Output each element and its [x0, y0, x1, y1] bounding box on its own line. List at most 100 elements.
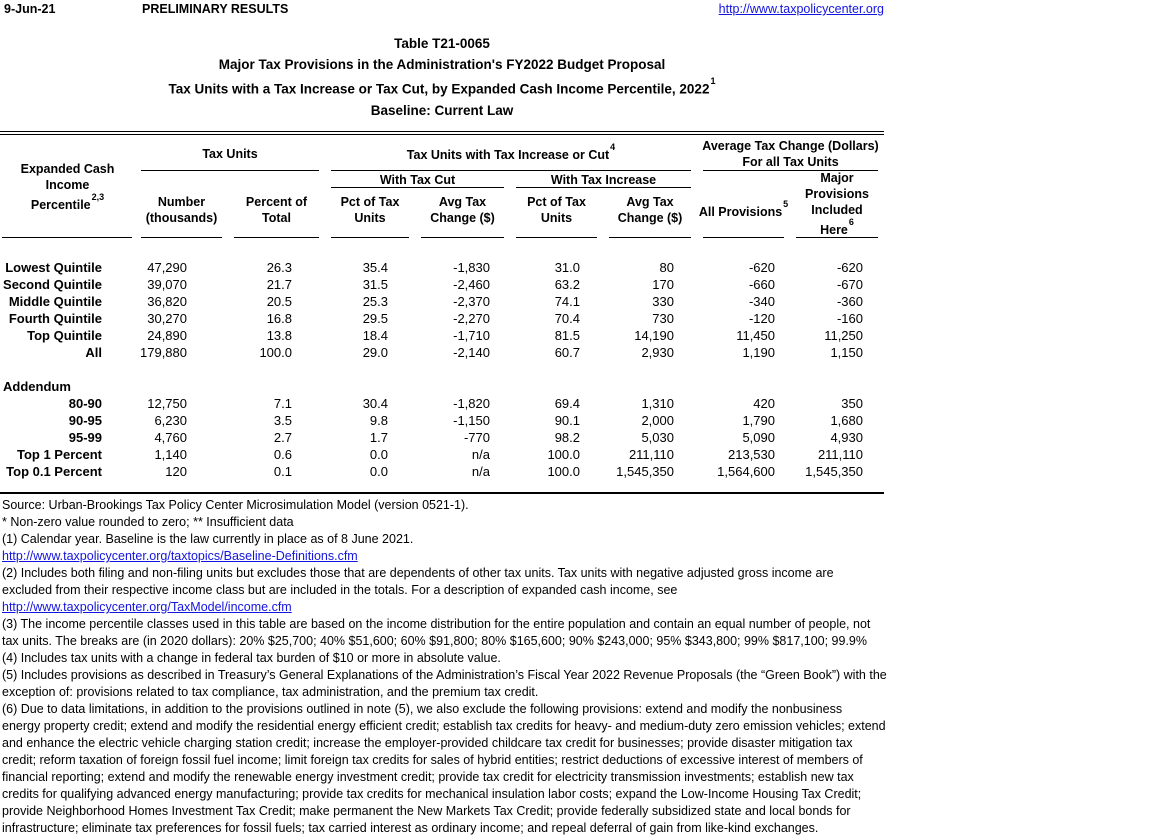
table-row: 95-99 4,760 2.7 1.7 -770 98.2 5,030 5,09… — [0, 429, 884, 446]
cell-number-thousands: 4,760 — [154, 430, 187, 445]
subgroup-with-tax-increase: With Tax Increase — [510, 171, 697, 188]
table-title: Major Tax Provisions in the Administrati… — [218, 57, 666, 72]
cell-inc-pct-of-tax-units: 81.5 — [554, 328, 580, 343]
row-label: Top 0.1 Percent — [6, 464, 102, 479]
cell-cut-pct-of-tax-units: 35.4 — [362, 260, 388, 275]
cell-cut-pct-of-tax-units: 31.5 — [362, 277, 388, 292]
cell-major-provisions: 1,680 — [830, 413, 863, 428]
cell-cut-pct-of-tax-units: 29.0 — [362, 345, 388, 360]
footnote-link[interactable]: http://www.taxpolicycenter.org/taxtopics… — [2, 549, 358, 563]
footnote-line: infrastructure; eliminate tax preference… — [2, 821, 819, 835]
column-group-average-tax-change: Average Tax Change (Dollars) For all Tax… — [697, 136, 884, 171]
cell-all-provisions: -120 — [748, 311, 775, 326]
cell-cut-pct-of-tax-units: 1.7 — [369, 430, 388, 445]
footnote-line: Source: Urban-Brookings Tax Policy Cente… — [2, 498, 469, 512]
cell-cut-avg-tax-change: -2,140 — [453, 345, 490, 360]
table-row: Top 0.1 Percent 120 0.1 0.0 n/a 100.0 1,… — [0, 463, 884, 480]
header-rule — [234, 237, 319, 238]
cell-cut-avg-tax-change: -770 — [463, 430, 490, 445]
cell-cut-avg-tax-change: -1,710 — [453, 328, 490, 343]
cell-inc-pct-of-tax-units: 70.4 — [554, 311, 580, 326]
cell-all-provisions: 213,530 — [728, 447, 775, 462]
header-rule — [516, 237, 597, 238]
cell-cut-pct-of-tax-units: 25.3 — [362, 294, 388, 309]
header-rule — [141, 237, 222, 238]
header-rule — [331, 170, 691, 171]
cell-major-provisions: -620 — [836, 260, 863, 275]
cell-inc-pct-of-tax-units: 63.2 — [554, 277, 580, 292]
footnote-line: * Non-zero value rounded to zero; ** Ins… — [2, 515, 294, 529]
column-header-inc-avg-tax-change: Avg Tax Change ($) — [603, 188, 697, 238]
cell-all-provisions: -660 — [748, 277, 775, 292]
cell-cut-avg-tax-change: -1,830 — [453, 260, 490, 275]
row-label: All — [85, 345, 102, 360]
cell-percent-of-total: 2.7 — [273, 430, 292, 445]
row-label: Top Quintile — [27, 328, 102, 343]
footnote-line: (2) Includes both filing and non-filing … — [2, 566, 834, 580]
cell-all-provisions: 1,564,600 — [717, 464, 775, 479]
footnote-link[interactable]: http://www.taxpolicycenter.org/TaxModel/… — [2, 600, 292, 614]
cell-percent-of-total: 16.8 — [266, 311, 292, 326]
footnote-line: (4) Includes tax units with a change in … — [2, 651, 501, 665]
tpc-website-link-wrap: http://www.taxpolicycenter.org — [719, 2, 884, 16]
header-rule — [516, 187, 691, 188]
cell-major-provisions: 4,930 — [830, 430, 863, 445]
footnote-line: excluded from their respective income cl… — [2, 583, 678, 597]
cell-cut-pct-of-tax-units: 0.0 — [369, 447, 388, 462]
addendum-label: Addendum — [3, 379, 71, 394]
header-rule — [703, 237, 784, 238]
row-label: Middle Quintile — [8, 294, 102, 309]
footnote-line: and enhance the electric vehicle chargin… — [2, 736, 853, 750]
cell-percent-of-total: 13.8 — [266, 328, 292, 343]
tpc-website-link[interactable]: http://www.taxpolicycenter.org — [718, 2, 884, 16]
row-label: Second Quintile — [3, 277, 102, 292]
footnote-line: (1) Calendar year. Baseline is the law c… — [2, 532, 414, 546]
cell-inc-pct-of-tax-units: 69.4 — [554, 396, 580, 411]
cell-number-thousands: 179,880 — [140, 345, 187, 360]
header-rule — [2, 237, 132, 238]
cell-all-provisions: 5,090 — [742, 430, 775, 445]
cell-cut-avg-tax-change: -1,150 — [453, 413, 490, 428]
footnote-line: credits for qualifying advanced energy m… — [2, 787, 862, 801]
cell-cut-avg-tax-change: -2,270 — [453, 311, 490, 326]
cell-inc-avg-tax-change: 730 — [652, 311, 674, 326]
header-rule — [331, 187, 504, 188]
column-group-tax-units: Tax Units — [135, 136, 325, 171]
cell-cut-avg-tax-change: -2,370 — [453, 294, 490, 309]
cell-percent-of-total: 26.3 — [266, 260, 292, 275]
footnote-line: (3) The income percentile classes used i… — [2, 617, 871, 631]
table-row: Lowest Quintile 47,290 26.3 35.4 -1,830 … — [0, 259, 884, 276]
cell-number-thousands: 24,890 — [147, 328, 187, 343]
cell-major-provisions: 211,110 — [817, 447, 863, 462]
cell-all-provisions: 420 — [753, 396, 775, 411]
footnote-line: financial reporting; extend and modify t… — [2, 770, 854, 784]
cell-percent-of-total: 7.1 — [273, 396, 292, 411]
row-label: 90-95 — [68, 413, 102, 428]
footnote-ref-1: 1 — [710, 76, 716, 86]
column-header-major-provisions: Major Provisions Included Here6 — [790, 171, 884, 238]
cell-inc-avg-tax-change: 170 — [652, 277, 674, 292]
cell-major-provisions: -670 — [836, 277, 863, 292]
cell-major-provisions: -160 — [836, 311, 863, 326]
cell-cut-pct-of-tax-units: 18.4 — [362, 328, 388, 343]
header-rule — [609, 237, 691, 238]
cell-inc-avg-tax-change: 2,930 — [641, 345, 674, 360]
column-header-number-thousands: Number (thousands) — [135, 188, 228, 238]
table-row: Middle Quintile 36,820 20.5 25.3 -2,370 … — [0, 293, 884, 310]
page-header: 9-Jun-21 PRELIMINARY RESULTS http://www.… — [0, 2, 884, 19]
table-subtitle: Tax Units with a Tax Increase or Tax Cut… — [168, 76, 716, 97]
header-rule — [331, 237, 409, 238]
cell-major-provisions: 11,250 — [824, 328, 863, 343]
table-row: 80-90 12,750 7.1 30.4 -1,820 69.4 1,310 … — [0, 395, 884, 412]
cell-major-provisions: 1,545,350 — [805, 464, 863, 479]
cell-major-provisions: -360 — [836, 294, 863, 309]
cell-inc-pct-of-tax-units: 60.7 — [554, 345, 580, 360]
column-group-tax-increase-or-cut: Tax Units with Tax Increase or Cut4 — [325, 136, 697, 171]
cell-all-provisions: 11,450 — [736, 328, 775, 343]
cell-cut-avg-tax-change: -2,460 — [453, 277, 490, 292]
cell-inc-avg-tax-change: 1,545,350 — [616, 464, 674, 479]
footnotes: Source: Urban-Brookings Tax Policy Cente… — [2, 497, 1150, 837]
table-number: Table T21-0065 — [394, 36, 490, 51]
footnote-ref-2-3: 2,3 — [91, 191, 105, 202]
